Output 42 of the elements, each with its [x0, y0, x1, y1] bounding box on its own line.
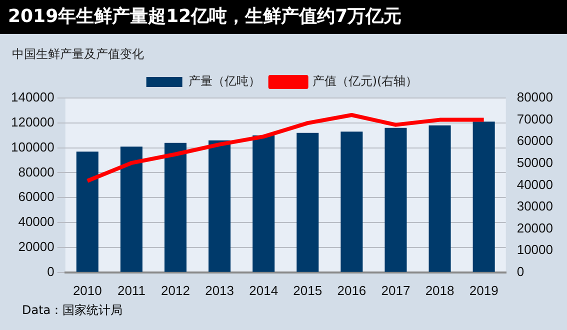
legend-label: 产值（亿元)(右轴） [312, 74, 418, 88]
bar [472, 122, 495, 272]
x-tick-label: 2019 [469, 282, 498, 298]
bar [428, 125, 451, 272]
y2-tick-label: 40000 [516, 176, 554, 192]
y-tick-label: 100000 [10, 139, 54, 154]
y2-tick-label: 0 [516, 264, 524, 279]
y-tick-label: 20000 [18, 239, 54, 254]
y2-tick-label: 20000 [516, 220, 554, 236]
y-tick-label: 40000 [18, 214, 54, 230]
x-tick-label: 2012 [161, 282, 190, 298]
chart-subtitle: 中国生鲜产量及产值变化 [11, 46, 145, 63]
y2-tick-label: 60000 [516, 133, 554, 148]
y-tick-label: 0 [47, 264, 54, 279]
chart-title: 2019年生鲜产量超12亿吨，生鲜产值约7万亿元 [0, 0, 567, 34]
x-tick-label: 2010 [72, 282, 102, 298]
y-tick-label: 60000 [18, 189, 54, 204]
bar [164, 142, 187, 272]
legend-label: 产量（亿吨） [188, 74, 260, 88]
y2-tick-label: 30000 [516, 198, 554, 214]
y-tick-label: 120000 [10, 114, 54, 130]
x-tick-label: 2017 [381, 282, 410, 298]
bar [384, 128, 407, 272]
x-tick-label: 2015 [293, 282, 322, 298]
bar [120, 146, 142, 272]
y-tick-label: 140000 [10, 90, 54, 105]
text: Data：国家统计局 [22, 302, 123, 319]
y-tick-label: 80000 [18, 164, 54, 180]
y2-tick-label: 50000 [516, 154, 554, 170]
bar [208, 140, 231, 272]
y2-tick-label: 10000 [516, 242, 554, 258]
bar [296, 132, 319, 272]
y2-tick-label: 70000 [516, 111, 554, 126]
bar [340, 132, 363, 272]
x-tick-label: 2014 [249, 282, 278, 298]
x-tick-label: 2016 [337, 282, 366, 298]
bar [76, 152, 98, 272]
y2-tick-label: 80000 [516, 90, 554, 105]
x-tick-label: 2011 [117, 282, 146, 298]
bar [252, 135, 275, 272]
x-tick-label: 2018 [425, 282, 454, 298]
x-tick-label: 2013 [205, 282, 234, 298]
